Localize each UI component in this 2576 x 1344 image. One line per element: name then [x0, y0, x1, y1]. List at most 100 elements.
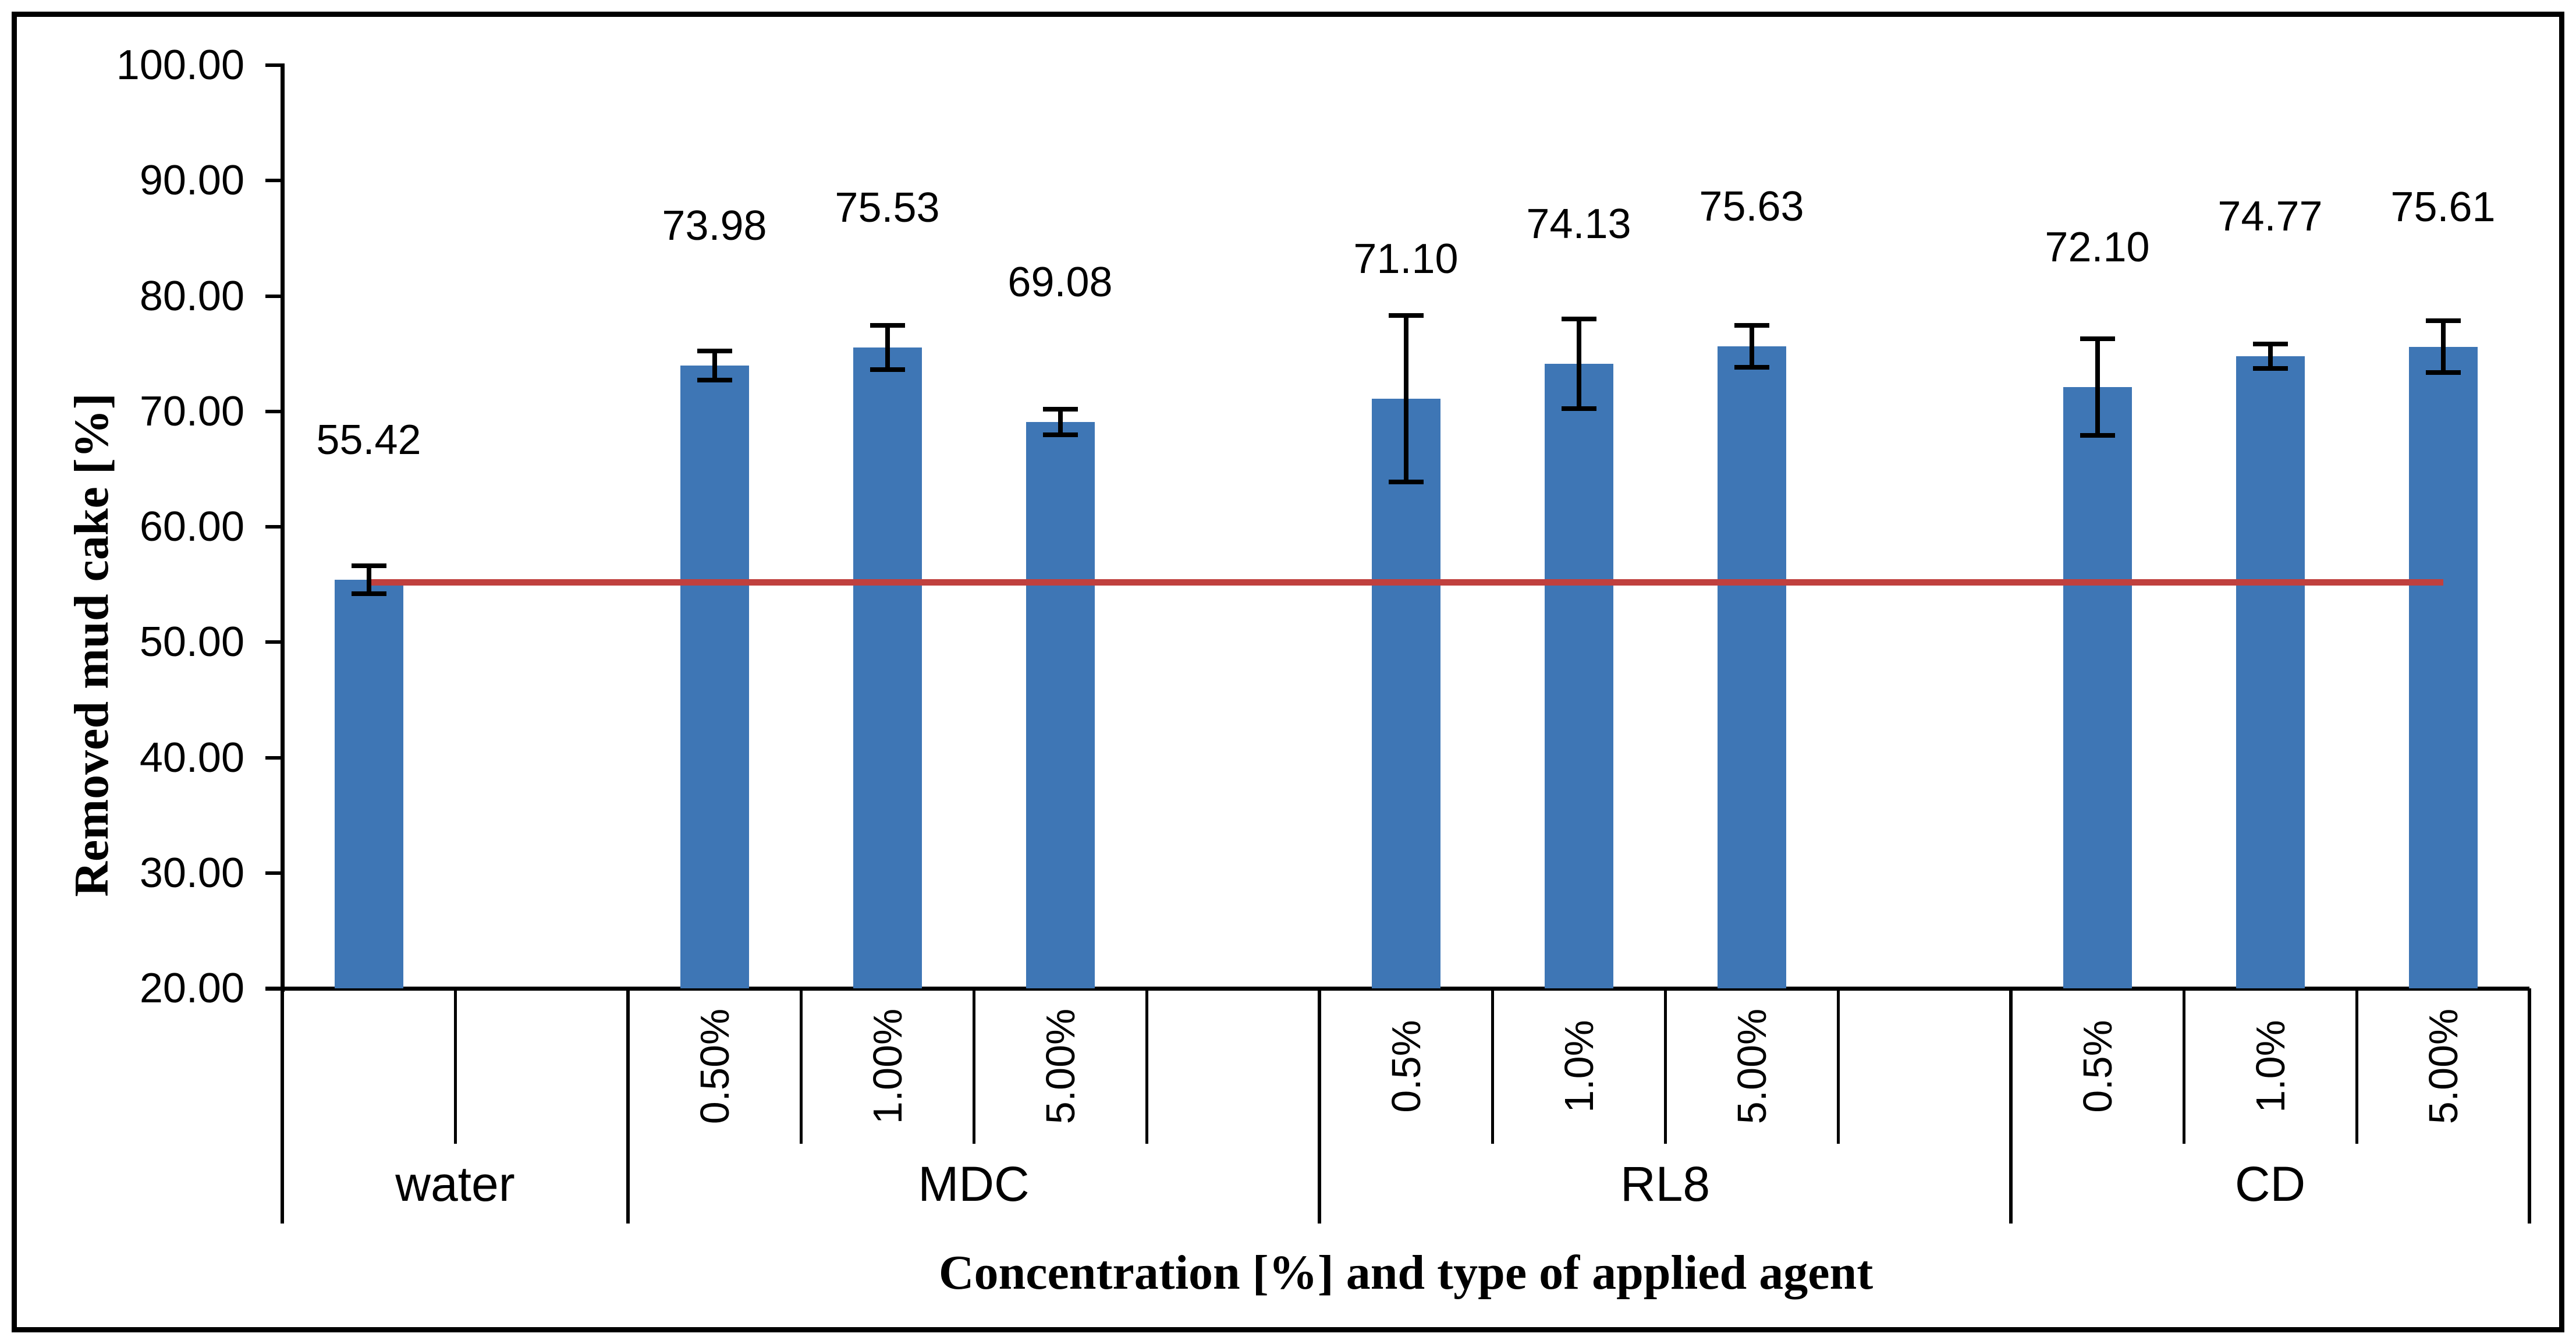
bar-value-label: 73.98 [662, 202, 767, 249]
y-tick-label: 40.00 [139, 734, 244, 781]
y-tick-label: 80.00 [139, 272, 244, 320]
category-tick-label: 0.5% [1383, 1019, 1429, 1113]
category-group-label: MDC [918, 1156, 1030, 1211]
y-tick-label: 50.00 [139, 619, 244, 666]
bar [2408, 346, 2478, 988]
category-tick-label: 1.0% [2247, 1019, 2293, 1113]
category-tick-label: 0.50% [691, 1008, 737, 1124]
y-tick-mark [265, 294, 281, 298]
error-bar-cap-bottom [2080, 433, 2115, 438]
error-bar-cap-bottom [1561, 406, 1596, 412]
y-tick-label: 60.00 [139, 503, 244, 550]
category-group-divider [2009, 988, 2013, 1224]
error-bar-line [885, 325, 890, 370]
bar [680, 365, 749, 988]
bar [853, 347, 922, 988]
error-bar-cap-bottom [1734, 364, 1769, 370]
category-tick-label: 5.00% [2420, 1008, 2466, 1124]
bar [1717, 346, 1786, 988]
category-cell-divider [1837, 988, 1840, 1144]
bar-value-label: 55.42 [316, 416, 421, 463]
y-tick-mark [265, 179, 281, 183]
y-tick-label: 70.00 [139, 388, 244, 435]
error-bar-line [366, 566, 371, 594]
bar-value-label: 72.10 [2045, 224, 2150, 271]
error-bar-cap-bottom [2425, 370, 2461, 375]
bar-value-label: 74.13 [1526, 200, 1631, 247]
error-bar-cap-top [351, 563, 386, 568]
bar-value-label: 75.63 [1699, 183, 1804, 230]
category-group-divider [1318, 988, 1321, 1224]
reference-line [368, 579, 2443, 586]
y-tick-mark [265, 525, 281, 529]
error-bar-line [1576, 318, 1581, 409]
category-cell-divider [1491, 988, 1494, 1144]
category-cell-divider [1664, 988, 1667, 1144]
error-bar-line [2440, 320, 2446, 373]
error-bar-cap-top [1042, 407, 1078, 412]
error-bar-cap-top [1561, 316, 1596, 321]
error-bar-line [2095, 338, 2100, 436]
category-group-label: water [395, 1156, 515, 1211]
error-bar-cap-bottom [351, 591, 386, 596]
y-tick-mark [265, 63, 281, 67]
y-tick-label: 90.00 [139, 157, 244, 204]
category-tick-label: 1.00% [864, 1008, 910, 1124]
error-bar-line [2268, 344, 2273, 368]
category-group-divider [281, 988, 284, 1224]
error-bar-cap-bottom [1042, 432, 1078, 437]
category-cell-divider [454, 988, 457, 1144]
error-bar-cap-top [2425, 318, 2461, 323]
error-bar-cap-bottom [697, 377, 732, 382]
bar [2236, 356, 2305, 988]
category-cell-divider [2355, 988, 2358, 1144]
category-tick-label: 0.5% [2074, 1019, 2120, 1113]
y-tick-mark [265, 640, 281, 644]
error-bar-cap-bottom [870, 367, 905, 372]
error-bar-cap-top [2252, 342, 2288, 347]
x-axis-line [265, 987, 2529, 991]
error-bar-cap-top [1734, 323, 1769, 328]
category-cell-divider [1145, 988, 1148, 1144]
y-tick-mark [265, 756, 281, 760]
category-group-divider [626, 988, 630, 1224]
category-group-label: RL8 [1620, 1156, 1711, 1211]
error-bar-cap-bottom [2252, 366, 2288, 371]
bar [2063, 387, 2132, 988]
y-tick-mark [265, 409, 281, 413]
category-group-label: CD [2234, 1156, 2306, 1211]
error-bar-cap-top [870, 323, 905, 328]
y-tick-mark [265, 871, 281, 875]
y-tick-label: 20.00 [139, 965, 244, 1012]
bar-value-label: 75.53 [835, 185, 940, 232]
bar [334, 579, 403, 988]
category-cell-divider [973, 988, 975, 1144]
category-cell-divider [800, 988, 803, 1144]
error-bar-line [1058, 409, 1063, 435]
category-tick-label: 1.0% [1556, 1019, 1602, 1113]
figure-border [12, 12, 2564, 1332]
bar-value-label: 69.08 [1007, 258, 1113, 306]
error-bar-line [1749, 325, 1754, 367]
y-axis-title: Removed mud cake [%] [65, 393, 119, 897]
error-bar-cap-bottom [1388, 479, 1424, 484]
bar [1026, 421, 1095, 988]
category-tick-label: 5.00% [1729, 1008, 1775, 1124]
bar [1371, 398, 1440, 988]
category-group-divider [2528, 988, 2531, 1224]
bar [1544, 363, 1613, 988]
y-tick-label: 30.00 [139, 849, 244, 896]
error-bar-line [712, 351, 717, 380]
bar-value-label: 71.10 [1353, 235, 1459, 282]
category-tick-label: 5.00% [1037, 1008, 1083, 1124]
error-bar-cap-top [2080, 336, 2115, 341]
bar-value-label: 75.61 [2390, 183, 2496, 230]
y-tick-label: 100.00 [116, 42, 244, 88]
error-bar-cap-top [697, 349, 732, 354]
bar-value-label: 74.77 [2217, 193, 2323, 240]
error-bar-cap-top [1388, 313, 1424, 318]
x-axis-title: Concentration [%] and type of applied ag… [938, 1246, 1874, 1300]
error-bar-line [1403, 315, 1408, 482]
category-cell-divider [2183, 988, 2185, 1144]
